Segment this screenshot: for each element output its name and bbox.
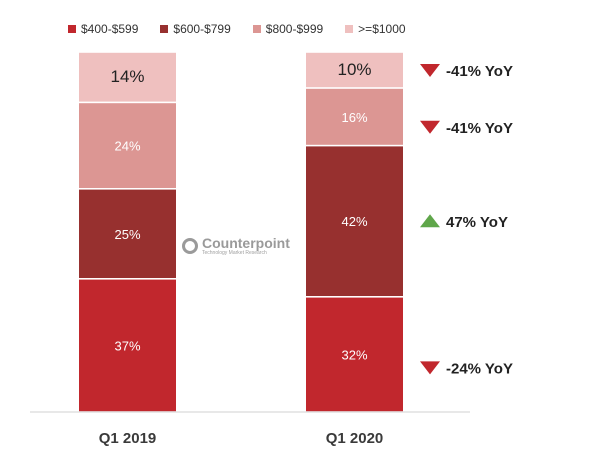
yoy-label: -41% YoY [446, 120, 513, 137]
counterpoint-logo-icon [182, 238, 198, 254]
bar-segment-q1-2019-1000 [79, 52, 176, 102]
data-label: 10% [337, 60, 371, 79]
watermark-title: Counterpoint [202, 235, 290, 251]
bar-segment-q1-2019-800-999 [79, 103, 176, 188]
data-label: 14% [110, 67, 144, 86]
data-label: 25% [114, 227, 140, 242]
legend-label: >=$1000 [358, 22, 406, 36]
bar-segment-q1-2020-800-999 [306, 88, 403, 145]
bar-segment-q1-2019-400-599 [79, 279, 176, 412]
yoy-label: -41% YoY [446, 63, 513, 80]
down-arrow-icon [420, 64, 440, 77]
legend-swatch [160, 25, 169, 33]
bar-segment-q1-2020-600-799 [306, 146, 403, 296]
legend-label: $800-$999 [265, 22, 324, 36]
x-tick-label: Q1 2020 [326, 430, 384, 447]
data-label: 42% [341, 214, 367, 229]
legend-item-2: $600-$799 [160, 22, 231, 36]
watermark-logo: Counterpoint Technology Market Research [182, 236, 290, 256]
data-label: 16% [341, 110, 367, 125]
bar-segment-q1-2020-400-599 [306, 297, 403, 412]
down-arrow-icon [420, 120, 440, 134]
down-arrow-icon [420, 361, 440, 375]
legend: $400-$599 $600-$799 $800-$999 >=$1000 [68, 22, 406, 36]
data-label: 24% [114, 139, 140, 154]
watermark-subtitle: Technology Market Research [202, 250, 267, 256]
legend-item-4: >=$1000 [345, 22, 406, 36]
x-tick-label: Q1 2019 [99, 430, 157, 447]
data-label: 37% [114, 338, 140, 353]
bar-segment-q1-2020-1000 [306, 52, 403, 88]
yoy-label: 47% YoY [446, 214, 508, 231]
data-label: 32% [341, 347, 367, 362]
legend-item-1: $400-$599 [68, 22, 138, 36]
yoy-label: -24% YoY [446, 360, 513, 377]
legend-swatch [252, 25, 261, 33]
legend-swatch [68, 25, 76, 33]
legend-label: $400-$599 [81, 22, 139, 36]
legend-swatch [345, 25, 354, 33]
up-arrow-icon [420, 214, 440, 228]
bar-segment-q1-2019-600-799 [79, 189, 176, 278]
legend-label: $600-$799 [173, 22, 231, 36]
legend-item-3: $800-$999 [252, 22, 324, 36]
